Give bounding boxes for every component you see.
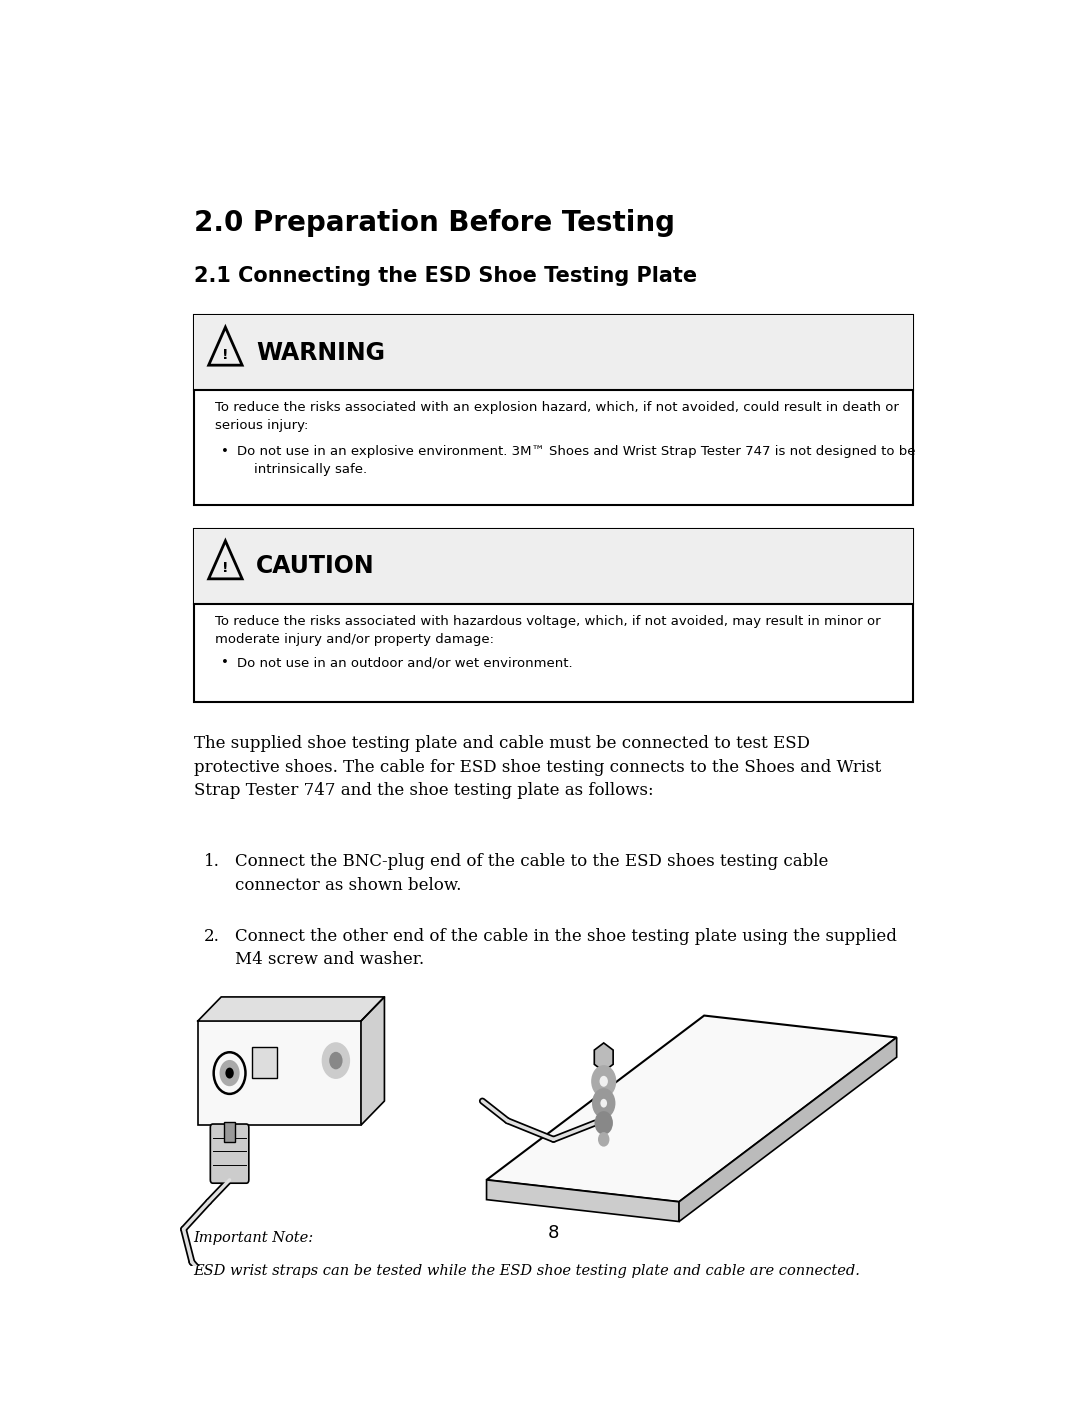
- Text: !: !: [222, 561, 229, 575]
- Text: ESD wrist straps can be tested while the ESD shoe testing plate and cable are co: ESD wrist straps can be tested while the…: [193, 1264, 861, 1278]
- Text: 2.: 2.: [204, 928, 219, 945]
- Text: Connect the other end of the cable in the shoe testing plate using the supplied
: Connect the other end of the cable in th…: [235, 928, 897, 969]
- Polygon shape: [486, 1016, 896, 1202]
- FancyBboxPatch shape: [253, 1047, 278, 1077]
- Text: ⚠: ⚠: [256, 1044, 265, 1054]
- Circle shape: [323, 1043, 349, 1079]
- Circle shape: [593, 1089, 615, 1117]
- Text: 2.0 Preparation Before Testing: 2.0 Preparation Before Testing: [193, 209, 675, 238]
- Circle shape: [595, 1111, 612, 1134]
- Circle shape: [226, 1067, 233, 1079]
- FancyBboxPatch shape: [224, 1121, 235, 1141]
- Text: 2.1 Connecting the ESD Shoe Testing Plate: 2.1 Connecting the ESD Shoe Testing Plat…: [193, 266, 697, 286]
- Circle shape: [592, 1066, 616, 1097]
- Text: WARNING: WARNING: [256, 340, 386, 364]
- Circle shape: [599, 1076, 608, 1087]
- Text: OUTPUT   INPUT: OUTPUT INPUT: [256, 1030, 306, 1035]
- FancyBboxPatch shape: [198, 1022, 361, 1126]
- Polygon shape: [361, 998, 384, 1126]
- FancyBboxPatch shape: [211, 1124, 248, 1183]
- Text: Washer: Washer: [618, 1054, 755, 1081]
- FancyBboxPatch shape: [193, 529, 914, 702]
- Text: !: !: [222, 347, 229, 361]
- Polygon shape: [486, 1180, 679, 1221]
- Text: To reduce the risks associated with an explosion hazard, which, if not avoided, : To reduce the risks associated with an e…: [215, 401, 899, 431]
- FancyBboxPatch shape: [193, 529, 914, 603]
- Text: Connect the BNC-plug end of the cable to the ESD shoes testing cable
connector a: Connect the BNC-plug end of the cable to…: [235, 854, 828, 894]
- Circle shape: [600, 1099, 607, 1107]
- Text: •: •: [221, 445, 229, 458]
- Polygon shape: [198, 998, 384, 1022]
- Circle shape: [598, 1133, 609, 1146]
- Polygon shape: [679, 1037, 896, 1221]
- Text: Do not use in an explosive environment. 3M™ Shoes and Wrist Strap Tester 747 is : Do not use in an explosive environment. …: [238, 445, 916, 475]
- Circle shape: [329, 1052, 342, 1069]
- Text: 8: 8: [548, 1224, 559, 1242]
- Text: Do not use in an outdoor and/or wet environment.: Do not use in an outdoor and/or wet envi…: [238, 656, 572, 669]
- Text: To reduce the risks associated with hazardous voltage, which, if not avoided, ma: To reduce the risks associated with haza…: [215, 615, 880, 646]
- FancyBboxPatch shape: [193, 316, 914, 390]
- Text: Important Note:: Important Note:: [193, 1231, 313, 1245]
- Text: CAUTION: CAUTION: [256, 555, 375, 578]
- FancyBboxPatch shape: [193, 316, 914, 505]
- Text: The supplied shoe testing plate and cable must be connected to test ESD
protecti: The supplied shoe testing plate and cabl…: [193, 736, 881, 800]
- Polygon shape: [594, 1043, 613, 1072]
- Text: •: •: [221, 656, 229, 669]
- Text: 1.: 1.: [204, 854, 219, 871]
- Circle shape: [219, 1060, 240, 1086]
